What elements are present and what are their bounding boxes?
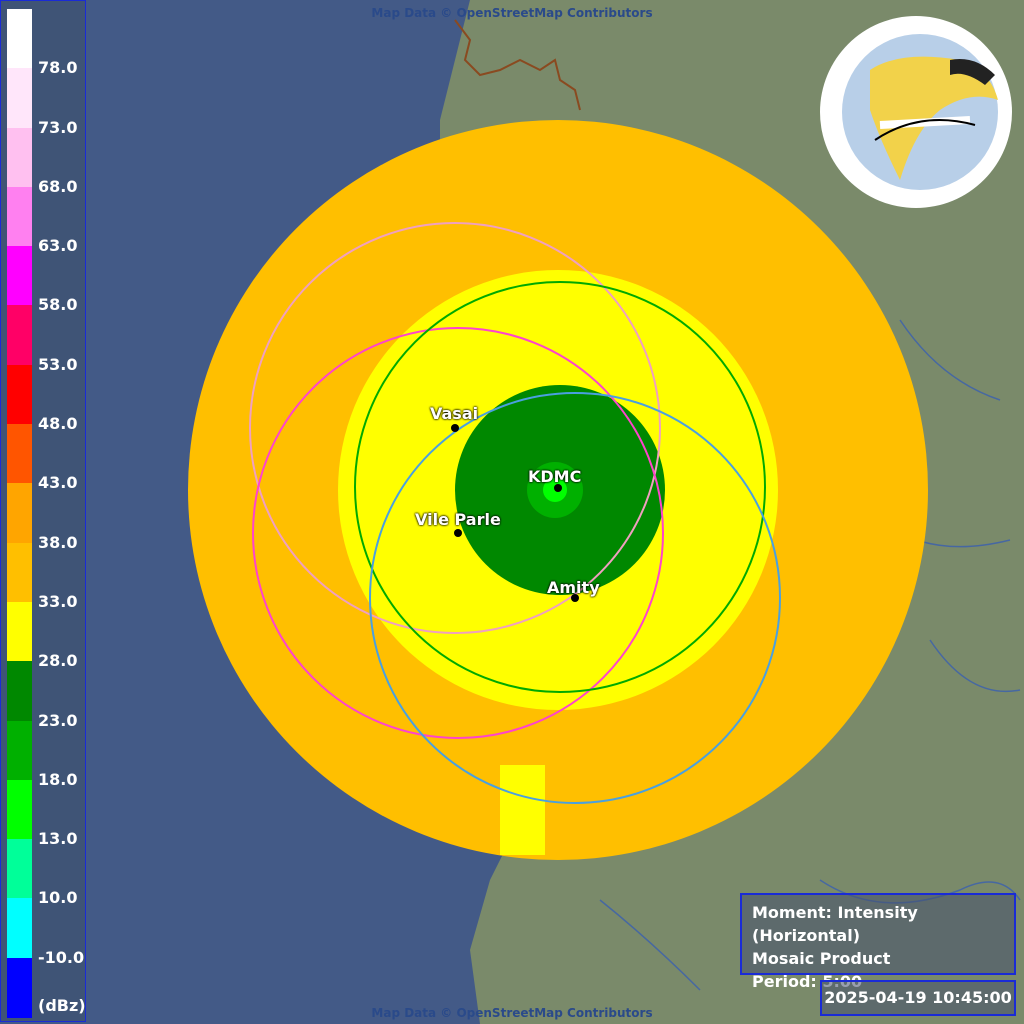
site-marker-amity xyxy=(571,594,579,602)
site-label-kdmc: KDMC xyxy=(528,467,582,486)
legend-label: 63.0 xyxy=(38,236,78,256)
legend-label: 28.0 xyxy=(38,651,78,671)
site-label-vileparle: Vile Parle xyxy=(415,510,501,529)
map-attribution-bottom: Map Data © OpenStreetMap Contributors xyxy=(371,1006,653,1020)
legend-swatch xyxy=(7,424,32,485)
product-info-panel: Moment: Intensity (Horizontal) Mosaic Pr… xyxy=(740,893,1016,991)
legend-swatch xyxy=(7,68,32,129)
legend-swatch xyxy=(7,661,32,722)
moment-text: Moment: Intensity (Horizontal) xyxy=(752,903,918,945)
color-legend: 78.0 73.0 68.0 63.0 58.0 53.0 48.0 43.0 38.0 33.0… xyxy=(0,0,86,1022)
legend-swatch xyxy=(7,9,32,69)
legend-swatch xyxy=(7,839,32,900)
range-ring-vasai xyxy=(249,222,661,634)
range-ring-kdmc xyxy=(354,281,766,693)
legend-label: 73.0 xyxy=(38,117,78,137)
site-marker-kdmc xyxy=(554,484,562,492)
legend-label: 43.0 xyxy=(38,473,78,493)
iitm-logo-icon xyxy=(820,16,1012,208)
site-marker-vasai xyxy=(451,424,459,432)
legend-label: 78.0 xyxy=(38,58,78,78)
legend-swatch xyxy=(7,542,32,603)
legend-swatch xyxy=(7,364,32,425)
legend-swatch xyxy=(7,957,32,1018)
site-label-vasai: Vasai xyxy=(430,404,479,423)
legend-swatch xyxy=(7,186,32,247)
legend-label: 48.0 xyxy=(38,414,78,434)
legend-swatch xyxy=(7,305,32,366)
legend-swatch xyxy=(7,779,32,840)
map-attribution-top: Map Data © OpenStreetMap Contributors xyxy=(371,6,653,20)
radar-artifact xyxy=(500,765,545,855)
legend-label: -10.0 xyxy=(38,947,85,967)
legend-swatch xyxy=(7,898,32,959)
legend-swatch xyxy=(7,720,32,781)
product-text: Mosaic Product xyxy=(752,949,891,968)
site-marker-vileparle xyxy=(454,529,462,537)
legend-label: 13.0 xyxy=(38,829,78,849)
legend-swatch xyxy=(7,483,32,544)
legend-label: 58.0 xyxy=(38,295,78,315)
timestamp: 2025-04-19 10:45:00 xyxy=(820,980,1016,1016)
legend-swatch xyxy=(7,601,32,662)
legend-swatch xyxy=(7,246,32,307)
legend-label: 33.0 xyxy=(38,591,78,611)
legend-label: 53.0 xyxy=(38,354,78,374)
legend-label: 68.0 xyxy=(38,176,78,196)
legend-unit: (dBz) xyxy=(38,996,86,1015)
legend-label: 23.0 xyxy=(38,710,78,730)
site-label-amity: Amity xyxy=(547,578,600,597)
legend-label: 18.0 xyxy=(38,769,78,789)
legend-label: 10.0 xyxy=(38,888,78,908)
range-ring-vileparle xyxy=(252,327,664,739)
range-ring-amity xyxy=(369,392,781,804)
legend-swatch xyxy=(7,127,32,188)
legend-label: 38.0 xyxy=(38,532,78,552)
